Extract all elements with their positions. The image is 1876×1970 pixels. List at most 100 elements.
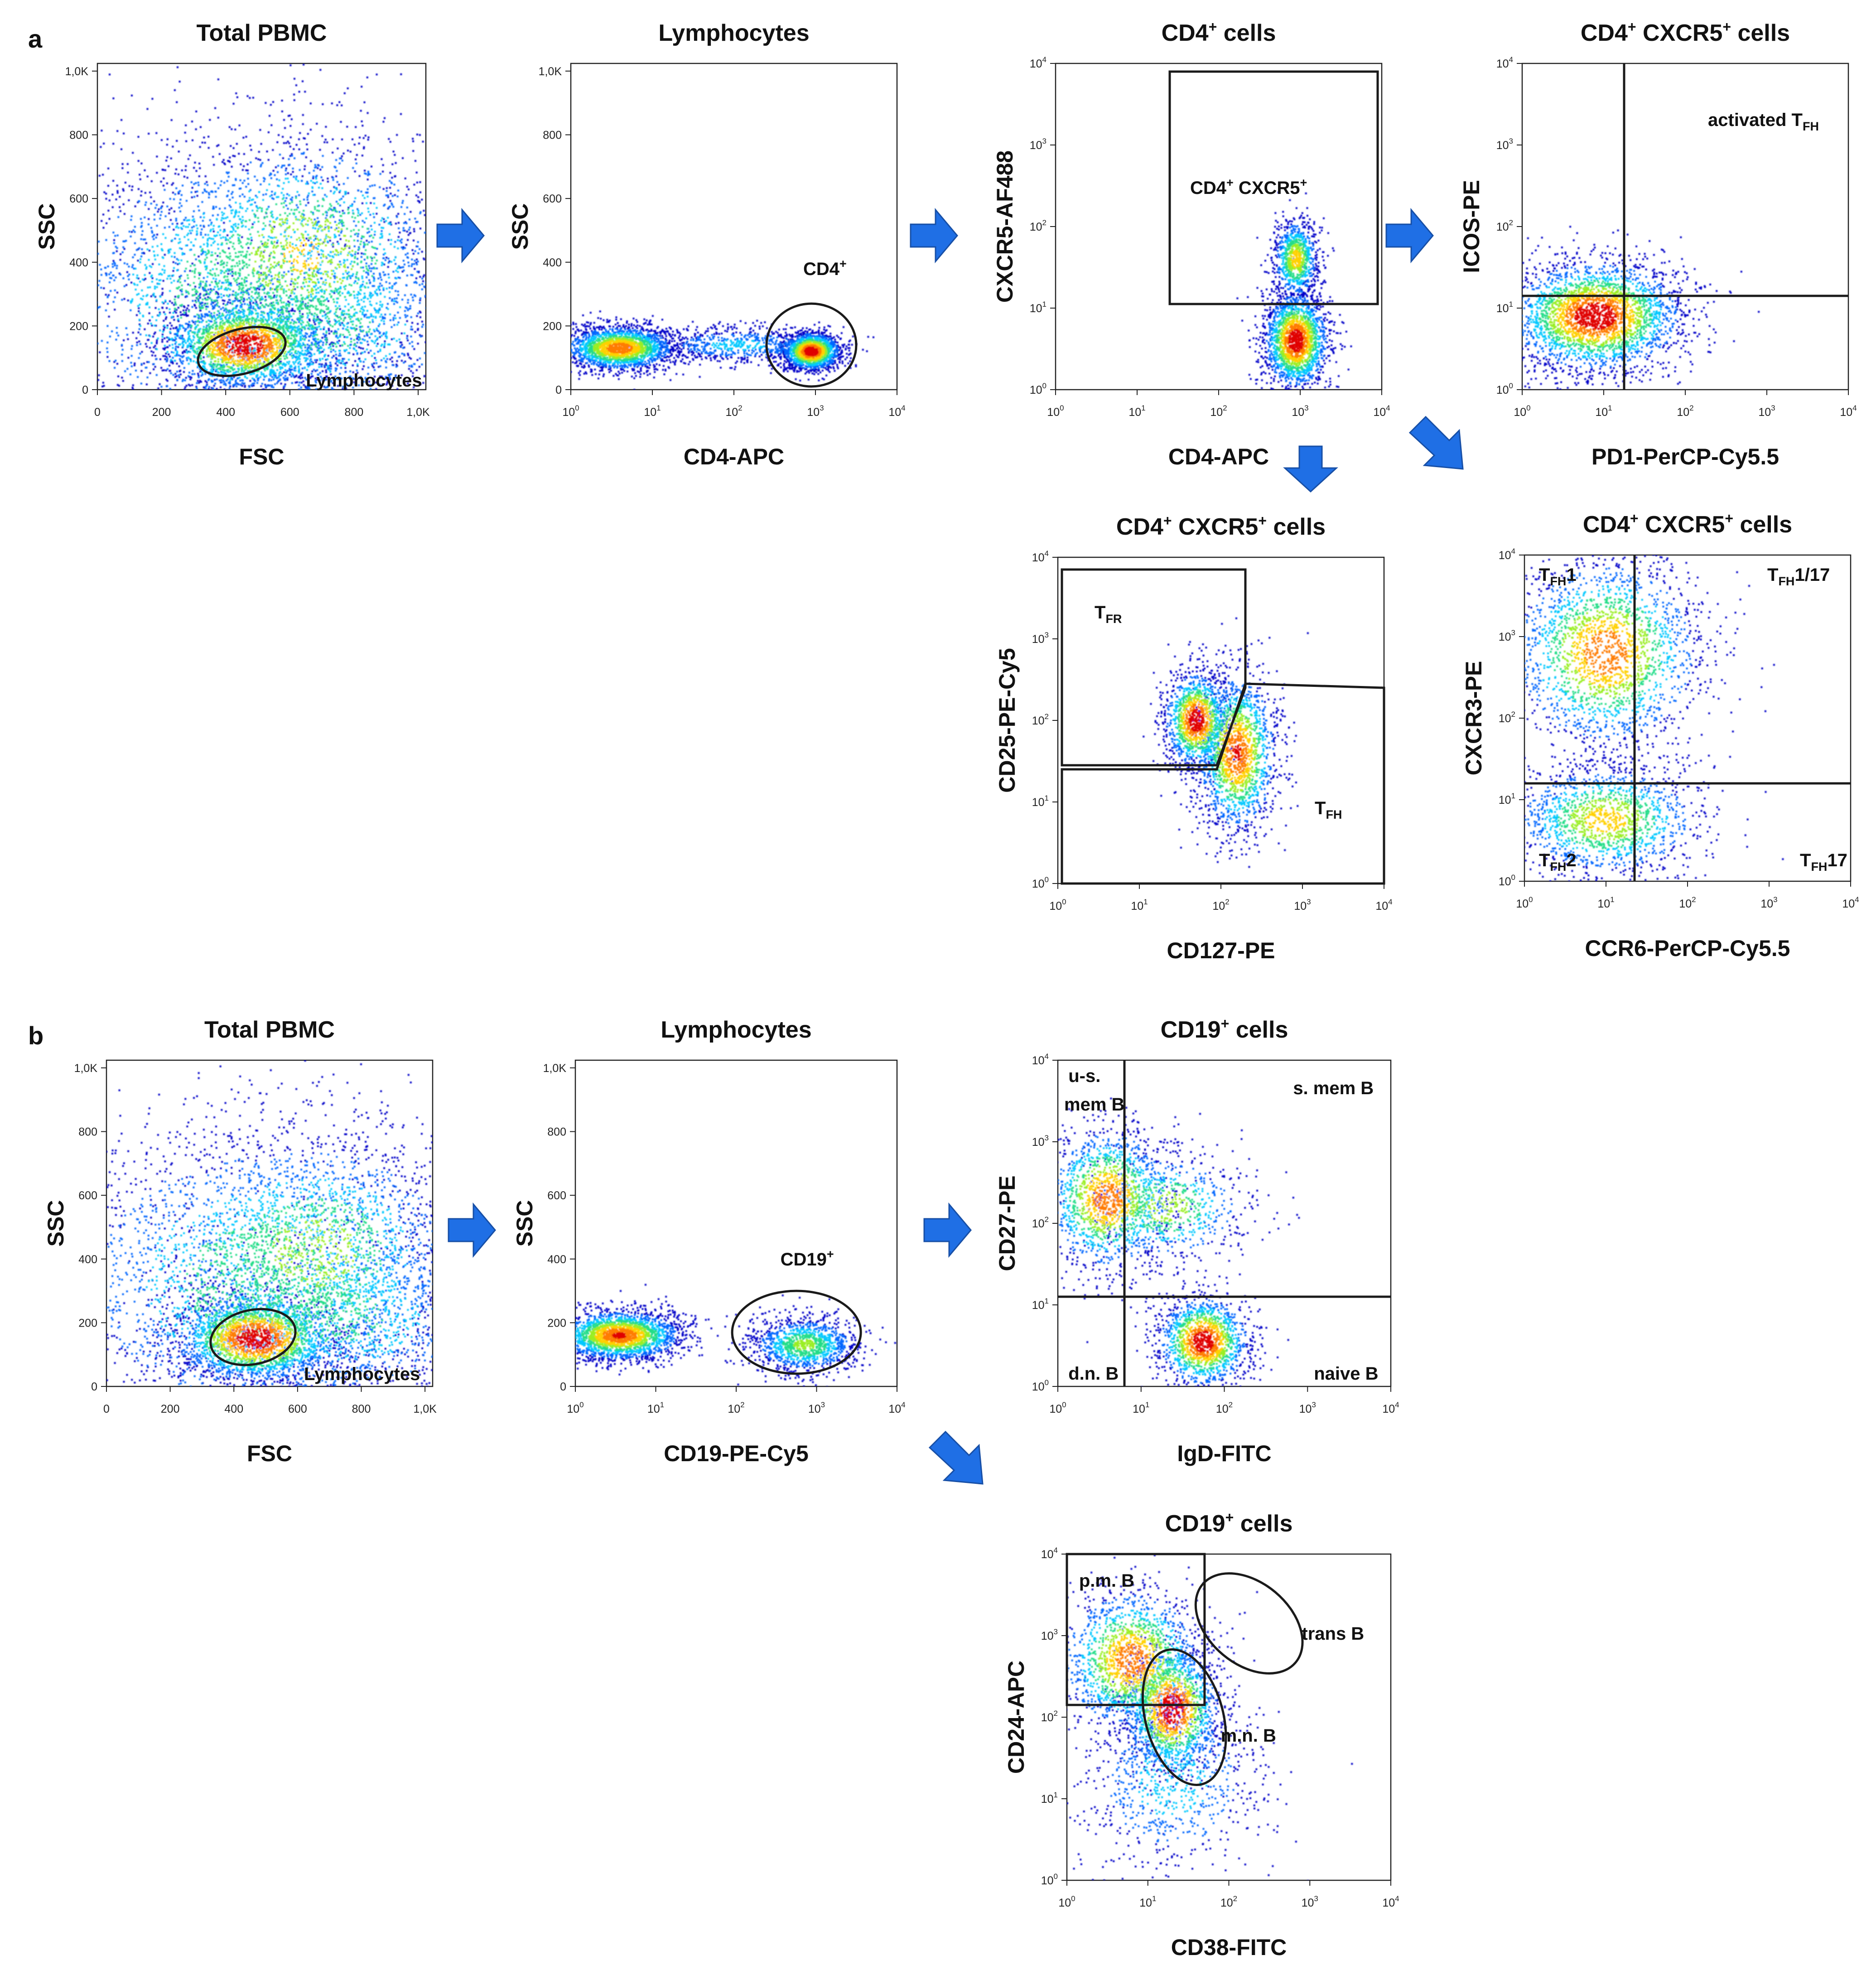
event-dot: [166, 336, 168, 338]
event-dot: [211, 251, 213, 253]
event-dot: [474, 539, 476, 541]
event-dot: [465, 330, 467, 332]
event-dot: [179, 335, 182, 337]
event-dot: [455, 211, 457, 213]
event-dot: [148, 312, 150, 314]
event-dot: [350, 338, 352, 340]
event-dot: [184, 351, 186, 353]
event-dot: [306, 181, 309, 183]
event-dot: [124, 465, 126, 467]
event-dot: [416, 246, 419, 247]
event-dot: [200, 234, 202, 236]
event-dot: [187, 392, 188, 394]
event-dot: [406, 337, 408, 339]
event-dot: [402, 200, 404, 202]
event-dot: [229, 199, 231, 201]
event-dot: [357, 438, 359, 440]
event-dot: [365, 262, 367, 265]
event-dot: [17, 510, 19, 512]
event-dot: [329, 346, 332, 348]
event-dot: [195, 293, 198, 295]
event-dot: [13, 272, 14, 274]
event-dot: [299, 361, 301, 363]
event-dot: [225, 289, 227, 290]
event-dot: [179, 241, 181, 243]
event-dot: [179, 289, 182, 291]
event-dot: [326, 358, 328, 360]
event-dot: [215, 318, 217, 320]
event-dot: [334, 320, 337, 322]
event-dot: [362, 194, 364, 197]
event-dot: [175, 326, 178, 328]
event-dot: [436, 353, 438, 355]
event-dot: [270, 379, 272, 381]
event-dot: [217, 187, 220, 189]
event-dot: [130, 355, 133, 357]
event-dot: [256, 179, 258, 181]
event-dot: [208, 193, 210, 196]
event-dot: [37, 253, 39, 255]
event-dot: [207, 234, 209, 236]
event-dot: [294, 231, 296, 233]
event-dot: [89, 257, 91, 259]
event-dot: [87, 502, 88, 504]
event-dot: [397, 290, 399, 293]
event-dot: [294, 296, 297, 298]
event-dot: [199, 293, 202, 295]
event-dot: [324, 392, 326, 394]
event-dot: [411, 328, 413, 331]
event-dot: [469, 352, 471, 354]
event-dot: [183, 253, 185, 255]
event-dot: [308, 239, 310, 241]
event-dot: [113, 252, 115, 254]
event-dots: [13, 63, 476, 541]
event-dot: [329, 362, 331, 364]
event-dot: [185, 140, 188, 142]
event-dot: [300, 331, 302, 333]
event-dot: [173, 319, 175, 321]
event-dot: [322, 250, 324, 252]
event-dot: [376, 337, 379, 339]
event-dot: [251, 367, 252, 369]
event-dot: [174, 373, 177, 375]
event-dot: [294, 216, 297, 218]
event-dot: [334, 207, 336, 209]
event-dot: [375, 253, 377, 256]
event-dot: [412, 138, 414, 140]
event-dot: [199, 392, 201, 394]
event-dot: [193, 210, 195, 212]
event-dot: [79, 351, 81, 353]
event-dot: [132, 152, 134, 154]
event-dot: [231, 313, 233, 315]
event-dot: [240, 396, 242, 398]
event-dot: [270, 317, 273, 319]
event-dot: [309, 411, 310, 413]
event-dot: [168, 165, 169, 167]
event-dot: [307, 133, 309, 135]
event-dot: [149, 372, 151, 374]
event-dot: [39, 185, 41, 187]
event-dot: [297, 343, 299, 346]
event-dot: [116, 327, 118, 329]
event-dot: [454, 266, 456, 268]
event-dot: [270, 369, 272, 371]
event-dot: [417, 323, 419, 325]
event-dot: [155, 399, 157, 401]
event-dot: [173, 304, 175, 306]
event-dot: [165, 378, 168, 381]
event-dot: [328, 347, 330, 349]
event-dot: [303, 384, 305, 386]
event-dot: [379, 323, 381, 325]
event-dot: [253, 382, 256, 384]
event-dot: [252, 308, 255, 309]
event-dot: [138, 319, 140, 321]
event-dot: [395, 375, 397, 377]
event-dot: [371, 402, 373, 404]
event-dot: [154, 258, 156, 261]
event-dot: [407, 302, 409, 304]
event-dot: [395, 215, 398, 217]
event-dot: [204, 251, 207, 253]
event-dot: [145, 383, 148, 386]
event-dot: [315, 381, 317, 384]
event-dot: [321, 363, 323, 366]
